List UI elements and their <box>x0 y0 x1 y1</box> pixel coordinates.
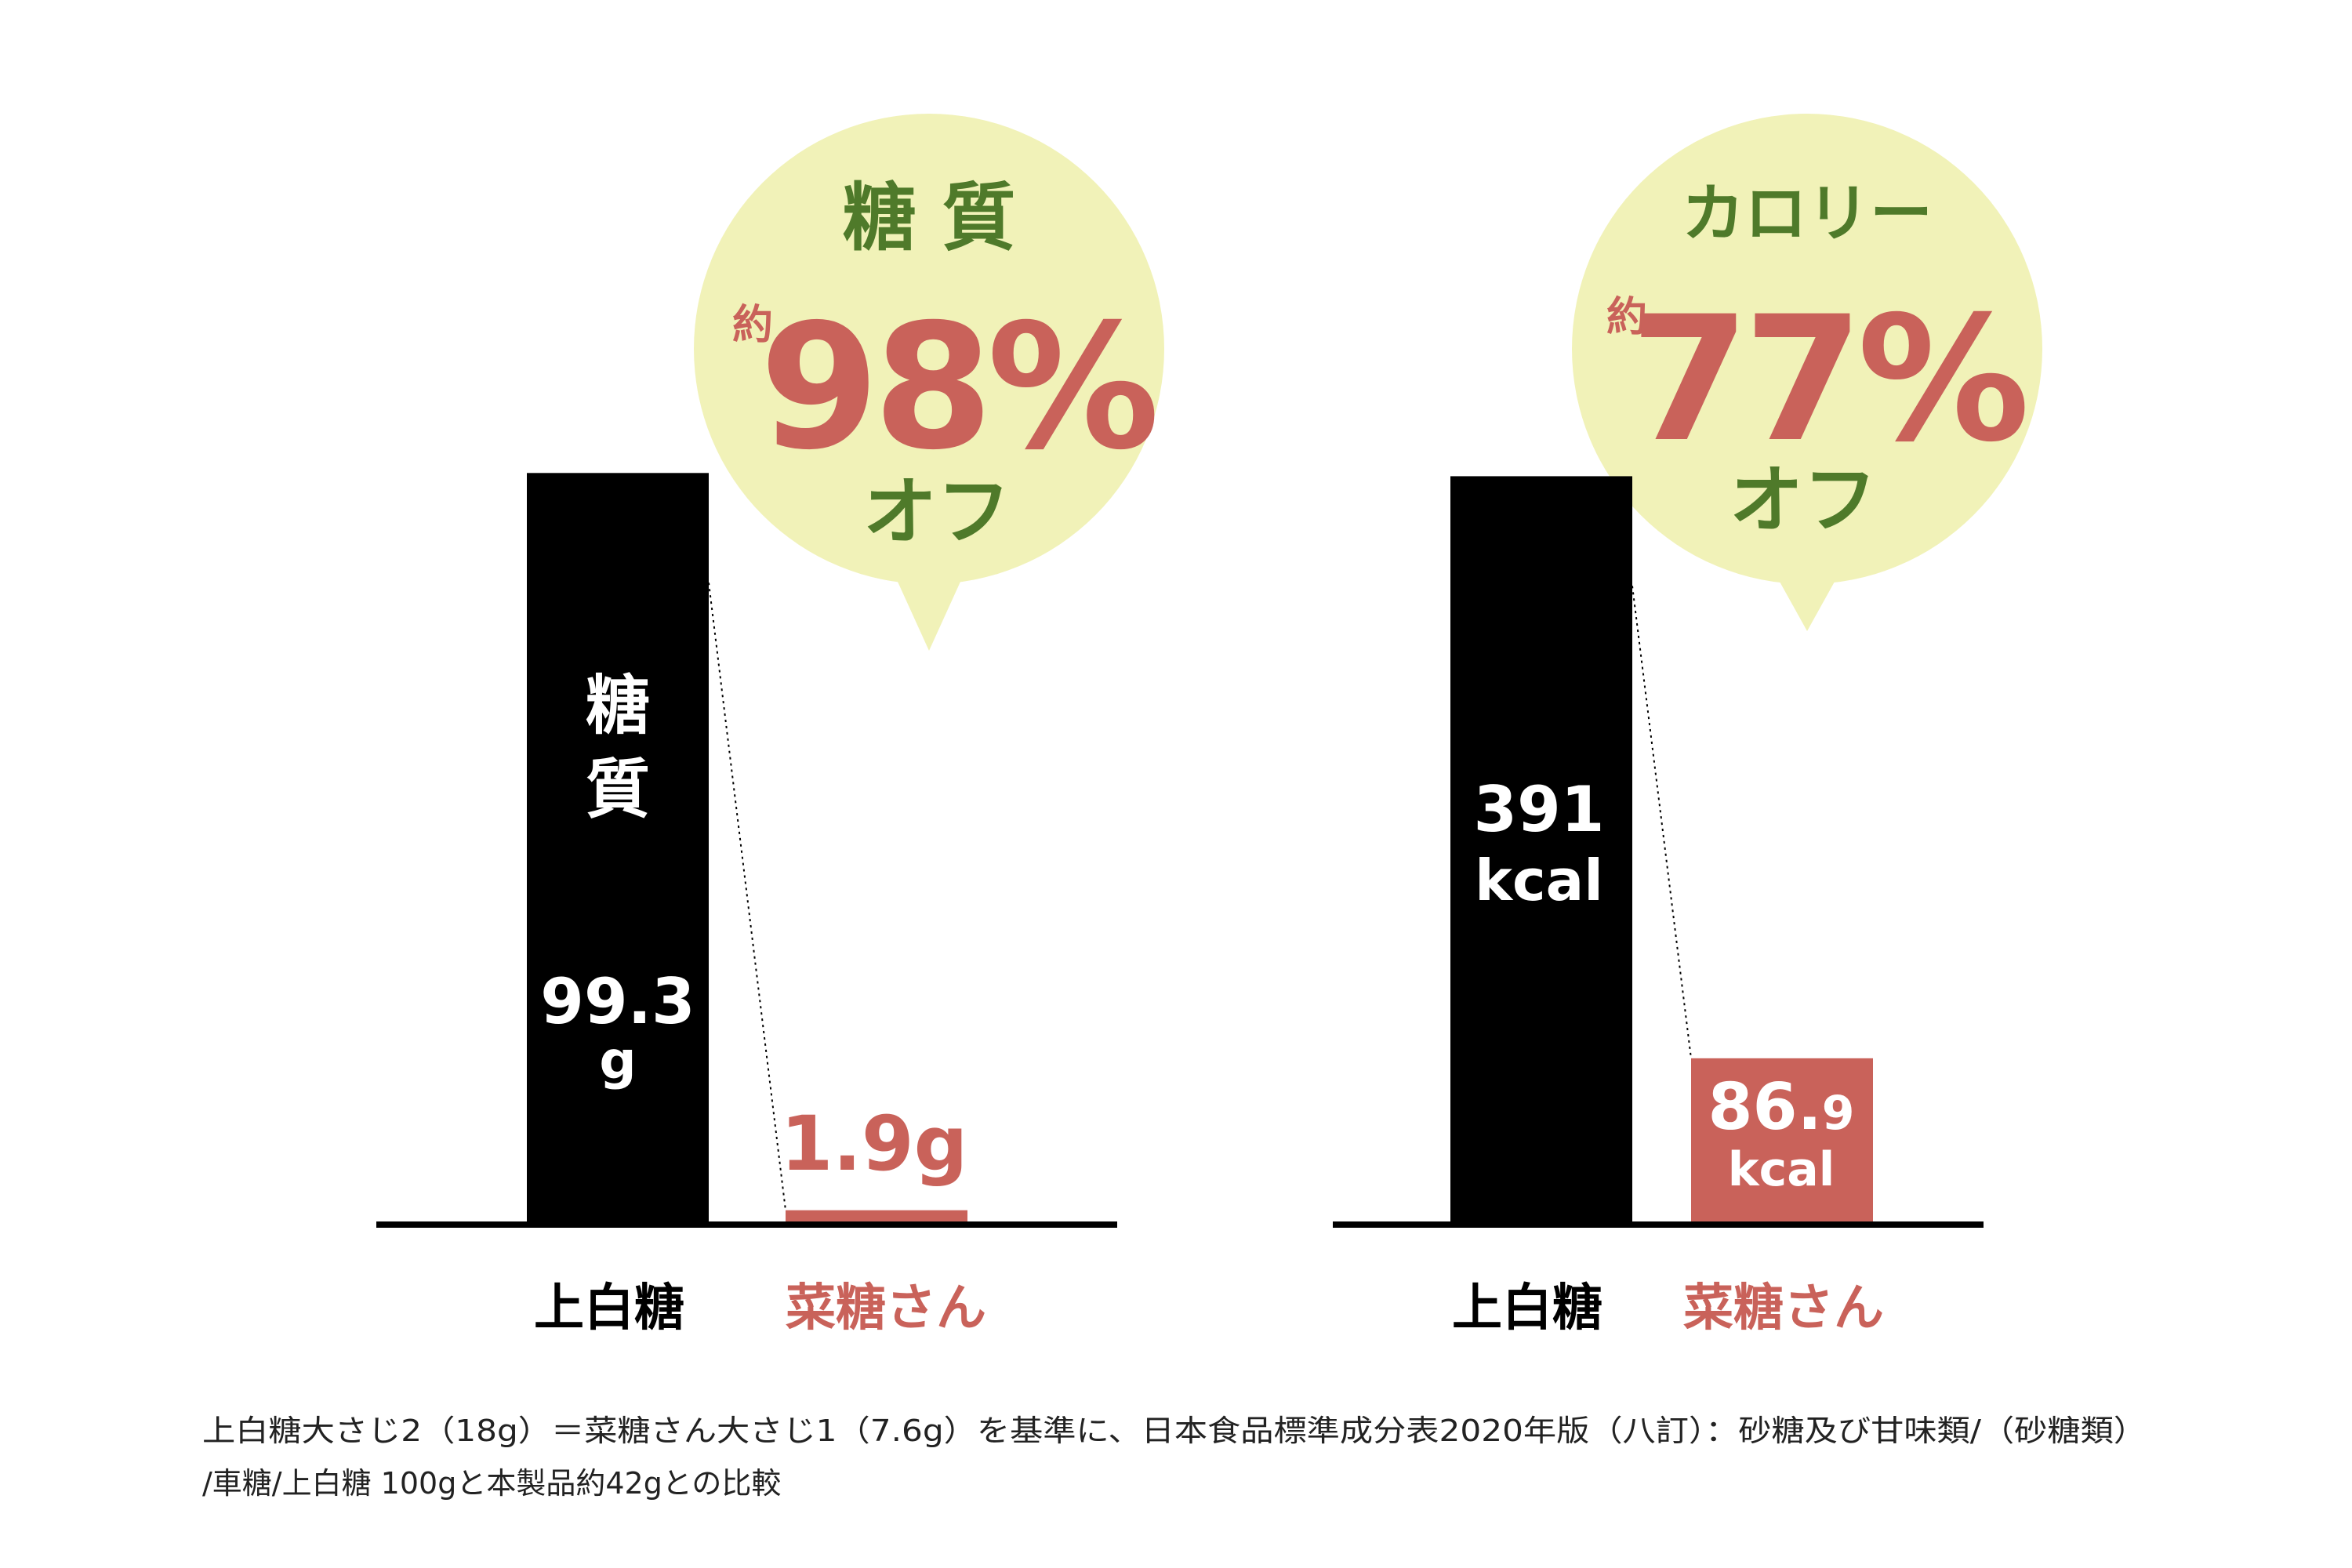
callout-calorie-prefix: 約 <box>1606 294 1647 341</box>
bar-sugar-joohakutou <box>527 473 709 1225</box>
bar-label-sugar-value: 99.3 <box>540 965 695 1038</box>
bar-label-sugar-heading-1: 糖 <box>586 669 650 743</box>
callout-sugar-heading: 糖 質 <box>843 176 1016 261</box>
footnote-line-2: /車糖/上白糖 100gと本製品約42gとの比較 <box>202 1466 781 1501</box>
footnote-line-1: 上白糖大さじ2（18g）＝菜糖さん大さじ1（7.6g）を基準に、日本食品標準成分… <box>202 1414 2147 1448</box>
bar-calorie-joohakutou <box>1450 476 1632 1225</box>
chart-calorie: カロリー 約 77% オフ 391 kcal 86.9 kcal 上白糖 菜糖さ… <box>1333 114 2042 1338</box>
bar-label-sugar-unit: g <box>599 1030 636 1091</box>
bar-label-calorie-salmon-value: 86.9 <box>1708 1070 1854 1145</box>
connector-sugar <box>708 583 786 1210</box>
bar-label-calorie-salmon-main: 86. <box>1708 1070 1821 1145</box>
bar-label-calorie-salmon-small: 9 <box>1822 1086 1855 1141</box>
callout-sugar-percent: 98% <box>760 287 1155 488</box>
category-label-calorie-1: 菜糖さん <box>1683 1279 1884 1338</box>
chart-sugar: 糖 質 約 98% オフ 糖 質 99.3 g 1.9g 上白糖 菜糖さん <box>376 114 1164 1338</box>
callout-sugar-pointer <box>890 564 968 651</box>
connector-calorie <box>1632 586 1692 1058</box>
bar-sugar-natou-san <box>786 1210 967 1225</box>
bar-label-calorie-unit: kcal <box>1475 848 1603 913</box>
callout-sugar-circle <box>694 114 1164 584</box>
bar-label-calorie-value: 391 <box>1474 773 1605 846</box>
callout-sugar-suffix: オフ <box>863 470 1011 555</box>
callout-calorie-circle <box>1572 114 2042 584</box>
bar-label-calorie-salmon-unit: kcal <box>1728 1142 1835 1197</box>
category-label-sugar-0: 上白糖 <box>534 1279 684 1338</box>
bar-label-sugar-salmon: 1.9g <box>781 1100 968 1188</box>
callout-calorie-pointer <box>1768 561 1846 631</box>
category-label-calorie-0: 上白糖 <box>1452 1279 1602 1338</box>
callout-sugar-prefix: 約 <box>732 302 773 349</box>
footnote: 上白糖大さじ2（18g）＝菜糖さん大さじ1（7.6g）を基準に、日本食品標準成分… <box>202 1414 2147 1501</box>
bar-label-sugar-heading-2: 質 <box>586 753 650 827</box>
bar-calorie-natou-san <box>1691 1058 1873 1225</box>
callout-sugar: 糖 質 約 98% オフ <box>694 114 1164 651</box>
callout-calorie-percent: 77% <box>1630 279 2025 480</box>
callout-calorie: カロリー 約 77% オフ <box>1572 114 2042 631</box>
callout-calorie-heading: カロリー <box>1682 177 1933 250</box>
callout-calorie-suffix: オフ <box>1730 458 1877 543</box>
category-label-sugar-1: 菜糖さん <box>786 1279 986 1338</box>
